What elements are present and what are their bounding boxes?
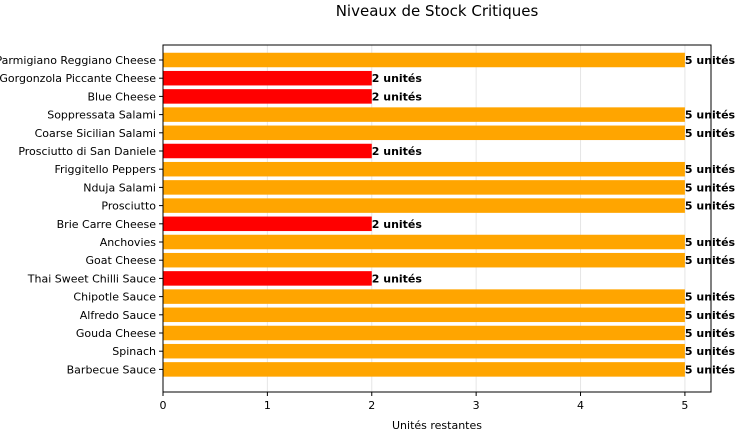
category-label: Thai Sweet Chilli Sauce xyxy=(27,272,156,285)
x-axis-label: Unités restantes xyxy=(392,419,482,432)
bar xyxy=(163,289,685,304)
bar xyxy=(163,234,685,250)
data-label: 5 unités xyxy=(685,309,736,322)
data-label: 2 unités xyxy=(372,145,423,158)
x-tick-label: 0 xyxy=(160,399,167,412)
bar xyxy=(163,125,685,141)
category-label: Nduja Salami xyxy=(83,181,156,194)
bar xyxy=(163,198,685,213)
bar xyxy=(163,216,372,232)
category-label: Chipotle Sauce xyxy=(73,291,156,304)
tick-layer: 0 1 2 3 4 5 xyxy=(160,392,688,412)
bar xyxy=(163,161,685,177)
chart-title: Niveaux de Stock Critiques xyxy=(336,2,539,20)
x-tick-label: 5 xyxy=(681,399,688,412)
bar xyxy=(163,180,685,195)
x-tick-label: 1 xyxy=(264,399,271,412)
category-label: Brie Carre Cheese xyxy=(57,218,157,231)
category-layer: Parmigiano Reggiano Cheese Gorgonzola Pic… xyxy=(0,54,163,376)
x-tick-label: 2 xyxy=(368,399,375,412)
bar xyxy=(163,325,685,341)
data-label: 2 unités xyxy=(372,90,423,103)
data-label: 5 unités xyxy=(685,127,736,140)
bar-layer xyxy=(163,52,685,377)
category-label: Anchovies xyxy=(100,236,157,249)
bar xyxy=(163,252,685,268)
category-label: Parmigiano Reggiano Cheese xyxy=(0,54,156,67)
category-label: Soppressata Salami xyxy=(47,109,156,122)
data-label: 5 unités xyxy=(685,254,736,267)
category-label: Coarse Sicilian Salami xyxy=(35,127,156,140)
x-tick-label: 4 xyxy=(577,399,584,412)
bar xyxy=(163,52,685,68)
data-label: 5 unités xyxy=(685,109,736,122)
data-label: 5 unités xyxy=(685,291,736,304)
data-label: 2 unités xyxy=(372,218,423,231)
label-layer: 5 unités 2 unités 2 unités 5 unités 5 unités… xyxy=(372,54,736,376)
bar xyxy=(163,89,372,104)
bar xyxy=(163,107,685,122)
bar xyxy=(163,362,685,377)
data-label: 5 unités xyxy=(685,181,736,194)
bar xyxy=(163,70,372,86)
bar xyxy=(163,343,685,359)
data-label: 2 unités xyxy=(372,72,423,85)
data-label: 5 unités xyxy=(685,200,736,213)
data-label: 2 unités xyxy=(372,272,423,285)
category-label: Blue Cheese xyxy=(87,90,156,103)
plot-frame xyxy=(162,44,712,393)
category-label: Alfredo Sauce xyxy=(80,309,156,322)
category-label: Prosciutto di San Daniele xyxy=(18,145,156,158)
bar xyxy=(163,271,372,286)
x-tick-label: 3 xyxy=(473,399,480,412)
category-label: Gouda Cheese xyxy=(76,327,156,340)
category-label: Prosciutto xyxy=(101,200,156,213)
category-label: Goat Cheese xyxy=(86,254,157,267)
category-label: Friggitello Peppers xyxy=(54,163,156,176)
data-label: 5 unités xyxy=(685,163,736,176)
data-label: 5 unités xyxy=(685,54,736,67)
data-label: 5 unités xyxy=(685,327,736,340)
category-label: Gorgonzola Piccante Cheese xyxy=(0,72,156,85)
category-label: Barbecue Sauce xyxy=(67,363,157,376)
data-label: 5 unités xyxy=(685,345,736,358)
data-label: 5 unités xyxy=(685,236,736,249)
data-label: 5 unités xyxy=(685,363,736,376)
bar xyxy=(163,307,685,323)
category-label: Spinach xyxy=(112,345,156,358)
bar xyxy=(163,143,372,159)
